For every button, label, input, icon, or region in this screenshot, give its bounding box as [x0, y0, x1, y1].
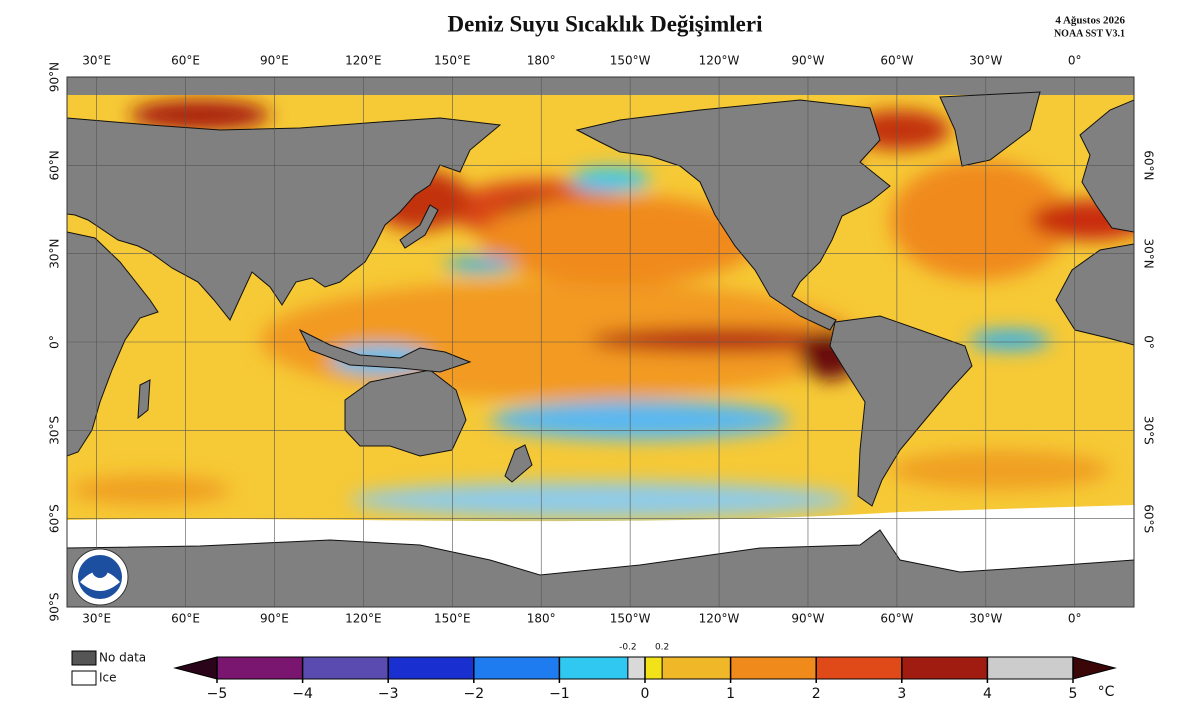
colorbar-tick-label: 2 — [812, 686, 821, 702]
no-data-area — [67, 77, 1134, 95]
antarctica — [67, 529, 1134, 607]
lon-label: 90°E — [260, 612, 289, 626]
lon-label: 90°W — [791, 612, 824, 626]
legend-ice: Ice — [99, 671, 117, 685]
lat-label: 90°S — [48, 593, 62, 622]
colorbar-segment — [217, 657, 303, 679]
colorbar-tick-label: 4 — [983, 686, 992, 702]
lon-label: 90°W — [791, 54, 824, 68]
lon-label: 60°W — [880, 54, 913, 68]
lon-label: 180° — [527, 54, 556, 68]
lon-label: 30°W — [969, 612, 1002, 626]
lon-label: 150°E — [434, 612, 471, 626]
colorbar-segment — [302, 657, 389, 679]
madagascar — [137, 379, 151, 420]
colorbar-segment — [473, 657, 560, 679]
colorbar-segment — [987, 657, 1073, 679]
lat-label: 60°N — [1142, 150, 1156, 180]
lon-label: 60°W — [880, 612, 913, 626]
lon-label: 120°E — [345, 612, 382, 626]
lon-label: 30°W — [969, 54, 1002, 68]
lat-label: 60°N — [48, 150, 62, 180]
colorbar-tick-label: 0 — [641, 686, 650, 702]
new-zealand — [504, 444, 533, 483]
lon-label: 60°E — [171, 612, 200, 626]
legend-no-data: No data — [99, 651, 146, 665]
colorbar-minor-label: 0.2 — [655, 643, 669, 653]
europe — [1079, 99, 1134, 233]
colorbar-unit: °C — [1098, 684, 1115, 700]
eurasia — [67, 117, 502, 321]
japan — [399, 204, 439, 249]
lon-label: 0° — [1068, 612, 1082, 626]
indonesia — [298, 328, 472, 373]
source: NOAA SST V3.1 — [1054, 28, 1125, 39]
lat-label: 30°N — [48, 239, 62, 269]
colorbar-tick-label: −1 — [549, 686, 570, 702]
colorbar-tick-label: 5 — [1069, 686, 1078, 702]
lat-label: 30°N — [1142, 239, 1156, 269]
lon-label: 30°E — [82, 612, 111, 626]
greenland — [939, 91, 1041, 167]
africa-west — [1055, 243, 1134, 346]
lat-label: 90°N — [48, 62, 62, 92]
grid — [67, 77, 1134, 607]
lon-label: 150°W — [610, 54, 651, 68]
colorbar-tick-label: −4 — [292, 686, 313, 702]
noaa-logo — [71, 548, 129, 606]
lon-label: 120°W — [699, 54, 740, 68]
map — [67, 77, 1134, 607]
lon-label: 120°E — [345, 54, 382, 68]
colorbar-segment — [662, 657, 731, 679]
map-frame — [66, 76, 1135, 608]
colorbar-tick-label: 1 — [726, 686, 735, 702]
colorbar-tick-label: −3 — [378, 686, 399, 702]
colorbar-under — [173, 656, 218, 680]
colorbar-tick-label: 3 — [897, 686, 906, 702]
lon-label: 180° — [527, 612, 556, 626]
colorbar: −5 −4 −3 −2 −1 0 1 2 3 4 5 -0.2 0.2 °C — [173, 643, 1117, 702]
lon-label: 120°W — [699, 612, 740, 626]
colorbar-segment — [901, 657, 988, 679]
lat-label: 0° — [1142, 335, 1156, 349]
lon-label: 60°E — [171, 54, 200, 68]
no-data-swatch — [71, 650, 97, 666]
colorbar-tick-label: −2 — [463, 686, 484, 702]
title: Deniz Suyu Sıcaklık Değişimleri — [448, 11, 764, 36]
lat-label: 60°S — [1142, 504, 1156, 533]
lat-label: 30°S — [48, 416, 62, 445]
colorbar-segment — [388, 657, 474, 679]
colorbar-segment — [816, 657, 902, 679]
colorbar-segment — [627, 657, 645, 679]
lat-label: 60°S — [48, 504, 62, 533]
north-america — [575, 99, 891, 331]
africa-east — [67, 231, 159, 457]
colorbar-tick-label: −5 — [207, 686, 228, 702]
lon-label: 30°E — [82, 54, 111, 68]
lon-label: 150°W — [610, 612, 651, 626]
colorbar-segment — [730, 657, 817, 679]
lon-label: 150°E — [434, 54, 471, 68]
colorbar-segment — [645, 657, 663, 679]
australia — [344, 369, 467, 457]
south-america — [829, 315, 973, 507]
ice-swatch — [71, 670, 97, 686]
lat-label: 30°S — [1142, 416, 1156, 445]
lat-label: 0° — [48, 335, 62, 349]
lon-label: 0° — [1068, 54, 1082, 68]
colorbar-minor-label: -0.2 — [619, 643, 637, 653]
lon-label: 90°E — [260, 54, 289, 68]
date: 4 Ağustos 2026 — [1055, 15, 1125, 27]
colorbar-segment — [559, 657, 628, 679]
colorbar-over — [1072, 656, 1117, 680]
